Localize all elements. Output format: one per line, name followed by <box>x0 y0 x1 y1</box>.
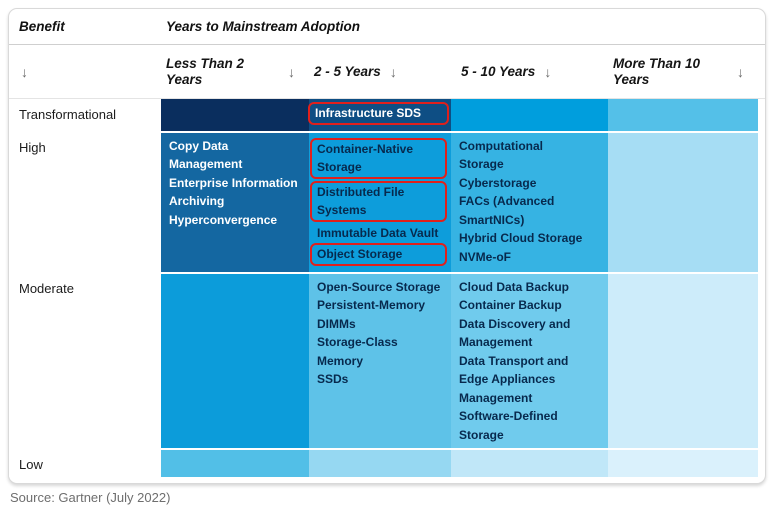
matrix-item: Storage-Class Memory SSDs <box>317 335 398 386</box>
column-header-label: 2 - 5 Years <box>314 63 381 79</box>
column-header-5-10-years: 5 - 10 Years ↓ <box>451 45 608 98</box>
row-label: Transformational <box>9 99 161 131</box>
down-arrow-icon: ↓ <box>288 63 295 80</box>
matrix-cell: Container-Native Storage Distributed File… <box>309 132 451 272</box>
column-header-row: ↓ Less Than 2 Years ↓ 2 - 5 Years ↓ 5 - … <box>9 45 765 98</box>
matrix-item: Hybrid Cloud Storage <box>459 231 583 245</box>
matrix-cell: Infrastructure SDS <box>308 99 451 131</box>
matrix-cell <box>608 450 758 477</box>
down-arrow-icon: ↓ <box>737 63 744 80</box>
matrix-item: Cloud Data Backup <box>459 279 570 294</box>
down-arrow-icon: ↓ <box>389 63 397 80</box>
matrix-grid: Transformational Infrastructure SDS High Co… <box>9 98 765 477</box>
matrix-item: Cyberstorage <box>459 175 537 190</box>
matrix-cell <box>309 450 451 477</box>
matrix-cell <box>161 273 309 448</box>
matrix-item: Enterprise Information Archiving <box>169 175 298 209</box>
matrix-cell: Computational Storage Cyberstorage FACs (A… <box>451 132 608 272</box>
matrix-item: FACs (Advanced SmartNICs) <box>459 194 555 227</box>
matrix-title-row: Benefit Years to Mainstream Adoption <box>9 9 765 45</box>
matrix-cell: Cloud Data Backup Container Backup Data Di… <box>451 273 608 448</box>
highlighted-item: Distributed File Systems <box>310 180 447 222</box>
matrix-row-moderate: Moderate Open-Source Storage Persistent-Me… <box>9 271 765 448</box>
adoption-header: Years to Mainstream Adoption <box>166 19 361 34</box>
row-label: Low <box>9 450 161 477</box>
highlighted-item: Infrastructure SDS <box>308 102 449 125</box>
matrix-item: NVMe-oF <box>459 249 511 264</box>
column-header-2-5-years: 2 - 5 Years ↓ <box>309 45 451 98</box>
matrix-item: Copy Data Management <box>169 138 243 172</box>
matrix-card: Benefit Years to Mainstream Adoption ↓ L… <box>8 8 766 484</box>
column-header-label: Less Than 2 Years <box>166 55 245 87</box>
column-header-label: More Than 10 Years <box>613 55 701 87</box>
matrix-item: Open-Source Storage <box>317 279 441 294</box>
matrix-item: Data Transport and Edge Appliances Manag… <box>459 353 569 405</box>
down-arrow-icon: ↓ <box>21 63 28 80</box>
column-header-label: 5 - 10 Years <box>461 63 536 79</box>
highlighted-item: Container-Native Storage <box>310 137 447 179</box>
column-header-more-than-10-years: More Than 10 Years ↓ <box>608 45 758 98</box>
matrix-cell <box>608 132 758 272</box>
matrix-row-low: Low <box>9 448 765 477</box>
matrix-row-high: High Copy Data Management Enterprise Infor… <box>9 130 765 272</box>
matrix-item: Persistent-Memory DIMMs <box>317 298 426 331</box>
matrix-item: Data Discovery and Management <box>459 316 571 350</box>
matrix-cell: Copy Data Management Enterprise Informati… <box>161 132 309 272</box>
matrix-row-transformational: Transformational Infrastructure SDS <box>9 99 765 131</box>
matrix-cell <box>608 273 758 448</box>
matrix-cell <box>451 450 608 477</box>
row-label: High <box>9 132 161 272</box>
row-label: Moderate <box>9 273 161 448</box>
matrix-item: Container Backup <box>459 298 562 312</box>
down-arrow-icon: ↓ <box>544 63 552 80</box>
matrix-item: Immutable Data Vault <box>317 225 439 240</box>
matrix-cell <box>161 99 309 131</box>
benefit-column-header: ↓ <box>9 45 161 98</box>
highlighted-item: Object Storage <box>310 243 447 266</box>
matrix-item: Hyperconvergence <box>169 212 278 227</box>
column-header-less-than-2-years: Less Than 2 Years ↓ <box>161 45 309 98</box>
matrix-cell <box>161 450 309 477</box>
matrix-cell <box>451 99 608 131</box>
matrix-cell <box>608 99 758 131</box>
matrix-item: Computational Storage <box>459 138 543 172</box>
source-note: Source: Gartner (July 2022) <box>10 490 171 505</box>
matrix-cell: Open-Source Storage Persistent-Memory DIM… <box>309 273 451 448</box>
benefit-header: Benefit <box>19 19 65 34</box>
matrix-item: Software-Defined Storage <box>459 409 558 442</box>
